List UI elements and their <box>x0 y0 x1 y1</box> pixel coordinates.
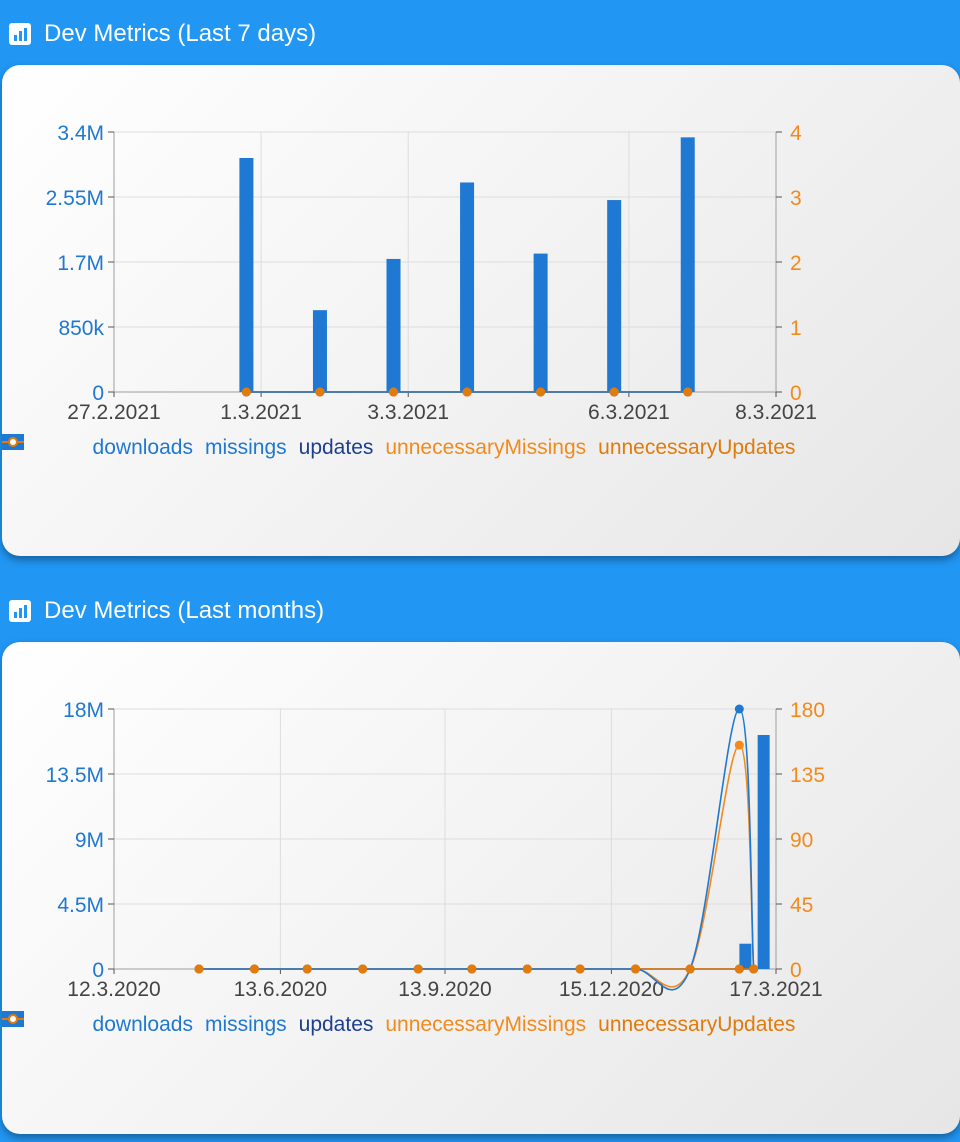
legend-item-missings[interactable]: missings <box>2 434 287 462</box>
legend-item-updates[interactable]: updates <box>2 434 374 462</box>
bar-downloads <box>739 943 752 969</box>
y-right-tick-label: 2 <box>790 252 802 275</box>
bar-downloads <box>312 310 327 392</box>
x-tick-label: 12.3.2020 <box>67 978 160 1001</box>
point-unnecessaryUpdates <box>462 387 472 397</box>
y-left-tick-label: 0 <box>92 382 104 405</box>
legend-label: updates <box>298 1013 374 1036</box>
point-unnecessaryUpdates <box>609 387 619 397</box>
legend-item-downloads[interactable]: downloads <box>2 1011 193 1039</box>
x-tick-label: 15.12.2020 <box>559 978 664 1001</box>
y-right-tick-label: 3 <box>790 187 802 210</box>
chart-last-7-days: 0 850k 1.7M 2.55M 3.4M 0 1 2 3 4 27.2.2021 1.3.2021… <box>46 122 817 424</box>
legend-label: unnecessaryUpdates <box>598 436 796 459</box>
legend-label: downloads <box>92 1013 193 1036</box>
bar-downloads <box>607 200 622 392</box>
point-unnecessaryUpdates <box>685 964 695 974</box>
legend-label: updates <box>298 436 374 459</box>
line-unnecessaryMissings <box>198 744 755 988</box>
legend-item-unnecessaryMissings[interactable]: unnecessaryMissings <box>2 434 587 462</box>
line-missings <box>198 708 755 991</box>
panel-header-last-7-days: Dev Metrics (Last 7 days) <box>0 3 960 65</box>
panel-header-last-months: Dev Metrics (Last months) <box>0 580 960 642</box>
point-unnecessaryUpdates <box>389 387 399 397</box>
bar-downloads <box>460 182 475 392</box>
y-right-tick-label: 0 <box>790 959 802 982</box>
legend-item-unnecessaryUpdates[interactable]: unnecessaryUpdates <box>2 1011 796 1039</box>
x-tick-label: 13.9.2020 <box>398 978 491 1001</box>
point-unnecessaryUpdates <box>522 964 532 974</box>
y-left-tick-label: 13.5M <box>46 764 104 787</box>
x-tick-label: 27.2.2021 <box>67 401 160 424</box>
chart-card-last-months: 0 4.5M 9M 13.5M 18M 0 45 90 135 180 12.3.2020 13.6.… <box>2 642 960 1134</box>
chart-last-months: 0 4.5M 9M 13.5M 18M 0 45 90 135 180 12.3.2020 13.6.… <box>46 699 825 1001</box>
bar-downloads <box>680 137 695 392</box>
y-left-tick-label: 4.5M <box>57 894 104 917</box>
legend-label: unnecessaryMissings <box>385 1013 587 1036</box>
y-left-tick-label: 3.4M <box>57 122 104 145</box>
bar-chart-icon <box>8 599 32 623</box>
point-unnecessaryUpdates <box>249 964 259 974</box>
legend-item-unnecessaryMissings[interactable]: unnecessaryMissings <box>2 1011 587 1039</box>
grid <box>113 708 777 970</box>
y-right-tick-label: 0 <box>790 382 802 405</box>
point-unnecessaryUpdates <box>734 964 744 974</box>
y-right-tick-label: 180 <box>790 699 825 722</box>
bar-downloads <box>757 735 770 969</box>
y-right-tick-label: 4 <box>790 122 802 145</box>
legend-item-updates[interactable]: updates <box>2 1011 374 1039</box>
point-unnecessaryUpdates <box>302 964 312 974</box>
x-tick-label: 8.3.2021 <box>735 401 817 424</box>
y-right-tick-label: 135 <box>790 764 825 787</box>
legend-label: unnecessaryUpdates <box>598 1013 796 1036</box>
point-unnecessaryUpdates <box>467 964 477 974</box>
grid <box>113 131 777 393</box>
y-left-tick-label: 0 <box>92 959 104 982</box>
legend-label: unnecessaryMissings <box>385 436 587 459</box>
panel-title: Dev Metrics (Last months) <box>44 597 325 624</box>
legend-item-unnecessaryUpdates[interactable]: unnecessaryUpdates <box>2 434 796 462</box>
y-left-tick-label: 1.7M <box>57 252 104 275</box>
point-unnecessaryUpdates <box>194 964 204 974</box>
chart-card-last-7-days: 0 850k 1.7M 2.55M 3.4M 0 1 2 3 4 27.2.2021 1.3.2021… <box>2 65 960 556</box>
point-unnecessaryUpdates <box>575 964 585 974</box>
bar-chart-icon <box>8 22 32 46</box>
point-unnecessaryUpdates <box>241 387 251 397</box>
bar-downloads <box>239 158 254 392</box>
y-left-tick-label: 850k <box>58 317 104 340</box>
legend-item-missings[interactable]: missings <box>2 1011 287 1039</box>
point-unnecessaryUpdates <box>683 387 693 397</box>
bar-downloads <box>386 258 401 392</box>
y-left-tick-label: 18M <box>63 699 104 722</box>
bar-downloads <box>533 253 548 392</box>
y-left-tick-label: 2.55M <box>46 187 104 210</box>
x-tick-label: 3.3.2021 <box>367 401 449 424</box>
point-unnecessaryUpdates <box>358 964 368 974</box>
x-tick-label: 1.3.2021 <box>220 401 302 424</box>
x-tick-label: 17.3.2021 <box>729 978 822 1001</box>
legend-label: downloads <box>92 436 193 459</box>
y-right-tick-label: 90 <box>790 829 813 852</box>
x-tick-label: 13.6.2020 <box>234 978 327 1001</box>
chart-legend: downloads missings updates unnecessaryMissi… <box>2 1011 882 1039</box>
point-unnecessaryUpdates <box>315 387 325 397</box>
chart-legend: downloads missings updates unnecessaryMissi… <box>2 434 882 462</box>
point-unnecessaryUpdates <box>536 387 546 397</box>
point-unnecessaryMissings <box>734 740 744 750</box>
y-right-tick-label: 45 <box>790 894 813 917</box>
point-unnecessaryUpdates <box>413 964 423 974</box>
y-right-tick-label: 1 <box>790 317 802 340</box>
legend-label: missings <box>204 436 287 459</box>
point-missings <box>734 704 744 714</box>
legend-item-downloads[interactable]: downloads <box>2 434 193 462</box>
legend-label: missings <box>204 1013 287 1036</box>
point-unnecessaryUpdates <box>749 964 759 974</box>
x-tick-label: 6.3.2021 <box>588 401 670 424</box>
point-unnecessaryUpdates <box>631 964 641 974</box>
y-left-tick-label: 9M <box>75 829 104 852</box>
panel-title: Dev Metrics (Last 7 days) <box>44 20 317 47</box>
